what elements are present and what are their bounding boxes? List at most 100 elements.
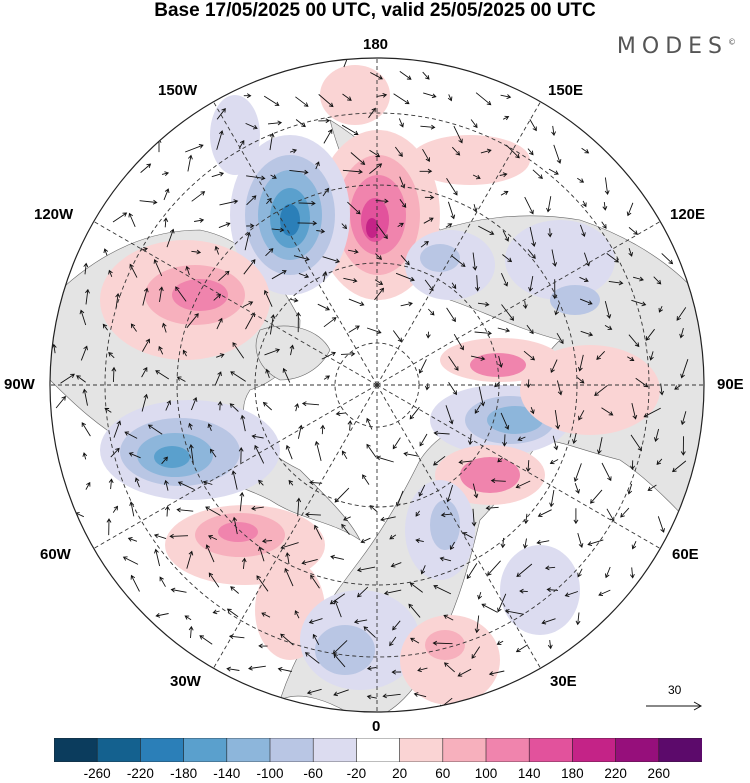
- wind-arrow: [422, 71, 430, 80]
- wind-arrow: [594, 384, 608, 396]
- wind-arrow: [496, 640, 504, 645]
- wind-arrow: [631, 402, 638, 420]
- wind-arrow: [548, 168, 559, 175]
- wind-arrow: [305, 512, 321, 517]
- lon-label-90w: 90W: [4, 376, 35, 393]
- colorbar-swatch: [528, 738, 574, 762]
- wind-arrow: [323, 317, 337, 328]
- wind-arrow: [478, 386, 486, 407]
- wind-arrow: [649, 351, 654, 361]
- wind-arrow: [76, 375, 86, 383]
- wind-arrow: [580, 330, 594, 337]
- wind-arrow: [83, 262, 89, 275]
- wind-arrow: [627, 356, 635, 362]
- wind-arrow: [285, 552, 291, 564]
- wind-arrow: [306, 688, 322, 695]
- wind-arrow: [552, 435, 559, 451]
- wind-arrow: [628, 248, 634, 257]
- wind-arrow: [577, 532, 584, 548]
- wind-arrow: [347, 420, 353, 431]
- wind-arrow: [158, 286, 164, 302]
- wind-arrow: [271, 270, 287, 280]
- wind-arrow: [530, 407, 535, 415]
- wind-arrow: [526, 324, 534, 335]
- lon-label-60e: 60E: [672, 546, 699, 563]
- wind-arrow: [298, 272, 310, 279]
- wind-arrow: [446, 484, 454, 503]
- wind-arrow: [502, 230, 510, 242]
- wind-arrow: [270, 174, 277, 179]
- wind-arrow: [573, 508, 579, 525]
- wind-arrow: [375, 253, 383, 260]
- wind-arrow: [400, 301, 413, 307]
- wind-arrow: [81, 422, 91, 437]
- wind-arrow: [501, 304, 515, 321]
- wind-arrow: [433, 455, 446, 466]
- wind-arrow: [490, 478, 506, 484]
- wind-arrow: [475, 275, 480, 292]
- lon-label-30e: 30E: [550, 673, 577, 690]
- wind-arrow: [433, 584, 452, 595]
- wind-arrow: [298, 200, 316, 206]
- wind-arrow: [187, 154, 193, 172]
- wind-arrow: [596, 350, 606, 361]
- wind-arrow: [254, 444, 265, 464]
- colorbar-tick-label: -140: [213, 766, 241, 781]
- wind-arrow: [443, 662, 455, 673]
- wind-arrow: [547, 640, 553, 650]
- wind-arrow: [470, 355, 486, 361]
- wind-arrow: [289, 148, 298, 154]
- wind-scale-value: 30: [668, 683, 682, 697]
- wind-arrow: [348, 325, 360, 333]
- wind-arrow: [318, 118, 331, 124]
- wind-arrow: [500, 190, 509, 196]
- wind-arrow: [524, 196, 534, 215]
- wind-arrow: [251, 434, 264, 439]
- wind-arrow: [322, 256, 341, 264]
- wind-arrow: [676, 307, 687, 321]
- wind-arrow: [165, 399, 172, 411]
- wind-arrow: [207, 535, 218, 541]
- wind-arrow: [363, 626, 376, 638]
- lon-label-0: 0: [372, 718, 381, 735]
- wind-arrow: [108, 351, 115, 359]
- wind-arrow: [433, 430, 450, 436]
- wind-arrow: [577, 177, 585, 183]
- wind-arrow: [574, 482, 580, 494]
- wind-arrow: [356, 566, 376, 573]
- wind-arrow: [112, 505, 119, 513]
- wind-arrow: [474, 615, 480, 634]
- wind-arrow: [606, 508, 615, 522]
- wind-arrow: [626, 202, 634, 217]
- map-border: [49, 57, 705, 713]
- wind-arrow: [448, 356, 459, 371]
- wind-arrow: [554, 410, 561, 430]
- wind-arrow: [258, 643, 268, 649]
- wind-arrow: [191, 191, 206, 202]
- wind-arrow: [399, 199, 407, 208]
- wind-arrow: [188, 625, 194, 639]
- wind-arrow: [248, 665, 266, 671]
- wind-arrow: [631, 541, 637, 550]
- wind-arrow: [522, 300, 528, 310]
- lon-label-60w: 60W: [40, 546, 71, 563]
- wind-arrow: [330, 554, 344, 560]
- wind-arrow: [82, 452, 88, 460]
- wind-arrow: [314, 524, 323, 540]
- wind-arrow: [214, 245, 220, 255]
- colorbar-tick-label: 60: [435, 766, 451, 781]
- wind-arrow: [185, 265, 190, 276]
- wind-arrow: [448, 381, 457, 396]
- wind-arrow: [258, 479, 264, 486]
- wind-arrow: [261, 538, 273, 544]
- wind-scale-reference: 30: [640, 683, 708, 713]
- wind-arrow: [516, 563, 533, 578]
- wind-arrow: [209, 448, 217, 458]
- wind-arrow: [422, 148, 430, 162]
- wind-arrow: [230, 586, 239, 594]
- wind-arrow: [184, 615, 192, 621]
- wind-arrow: [395, 272, 415, 282]
- wind-arrow: [474, 404, 481, 414]
- wind-arrow: [208, 572, 220, 588]
